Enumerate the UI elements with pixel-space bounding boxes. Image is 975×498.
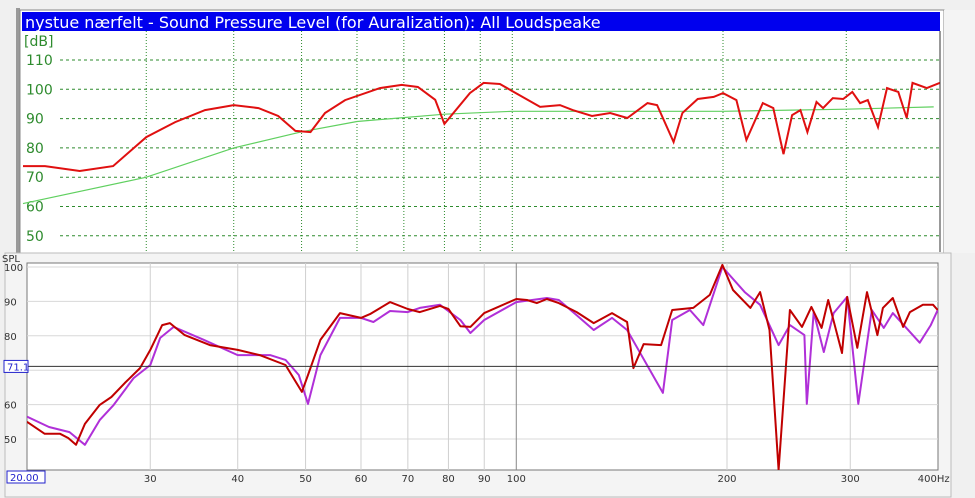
y-cursor-value: 71.1 (7, 362, 29, 373)
top-y-axis-label: [dB] (24, 34, 53, 50)
bottom-y-axis-label: SPL (2, 254, 20, 265)
bottom-x-tick-label: 50 (299, 474, 312, 485)
bottom-x-tick-label: 300 (841, 474, 860, 485)
top-chart-frame (19, 9, 945, 254)
bottom-y-tick-label: 80 (4, 332, 17, 343)
top-y-tick-label: 90 (26, 112, 44, 128)
bottom-x-tick-label: 60 (355, 474, 368, 485)
x-start-marker[interactable] (6, 470, 46, 484)
bottom-x-tick-label: 100 (507, 474, 526, 485)
bottom-y-tick-label: 60 (4, 401, 17, 412)
top-y-tick-label: 60 (26, 200, 44, 216)
bottom-y-tick-label: 100 (4, 263, 23, 274)
bottom-x-tick-label: 90 (478, 474, 491, 485)
top-y-tick-label: 80 (26, 141, 44, 157)
top-series-red-line (23, 81, 940, 173)
top-series-green-line (22, 106, 934, 205)
top-y-tick-label: 70 (26, 170, 44, 186)
top-y-tick-label: 100 (26, 82, 53, 98)
bottom-x-tick-label: 400Hz (918, 474, 950, 485)
bottom-series-red-line (27, 263, 938, 470)
top-chart-title: nystue nærfelt - Sound Pressure Level (f… (25, 13, 601, 32)
top-y-tick-label: 110 (26, 53, 53, 69)
top-chart-title-bar (22, 12, 940, 31)
top-side-panel (944, 10, 975, 253)
bottom-x-tick-label: 80 (442, 474, 455, 485)
top-y-tick-label: 50 (26, 229, 44, 245)
y-cursor-marker[interactable] (3, 359, 29, 373)
bottom-y-tick-label: 50 (4, 435, 17, 446)
bottom-y-tick-label: 90 (4, 297, 17, 308)
x-start-value: 20.00 (10, 473, 39, 484)
bottom-x-tick-label: 30 (144, 474, 157, 485)
bottom-x-tick-label: 40 (231, 474, 244, 485)
bottom-x-tick-label: 200 (717, 474, 736, 485)
top-window-edge (16, 8, 20, 253)
bottom-x-tick-label: 70 (401, 474, 414, 485)
